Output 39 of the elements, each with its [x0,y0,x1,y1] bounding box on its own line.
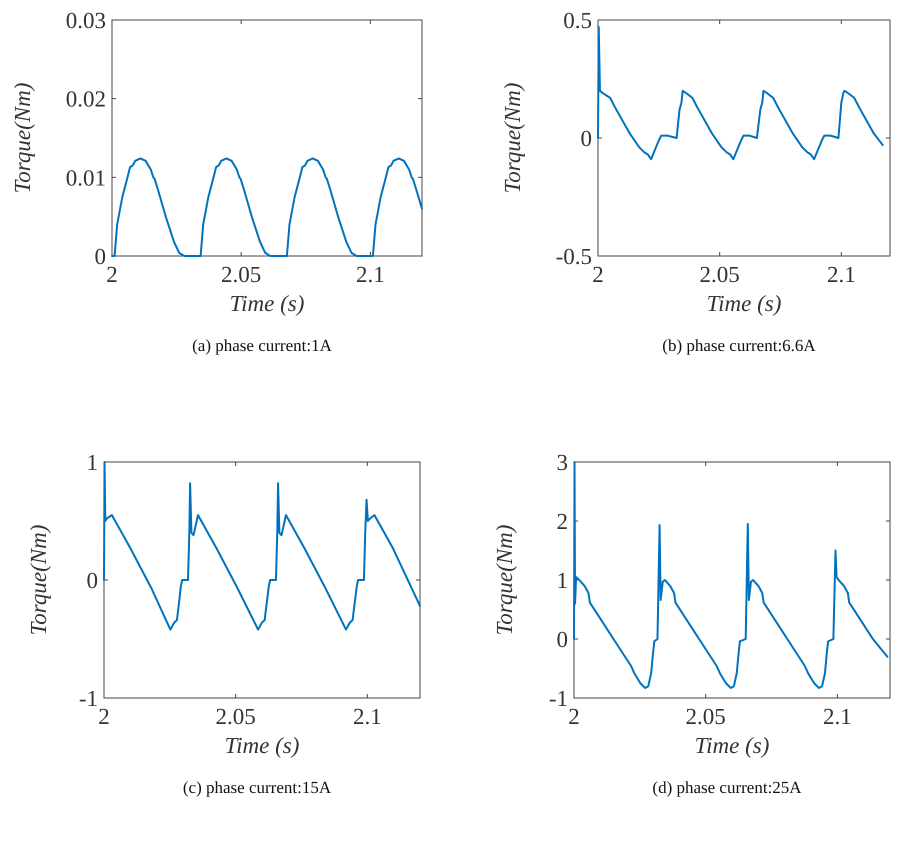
y-tick-label: 1 [556,568,568,594]
y-tick-label: 0.03 [66,8,106,34]
y-tick-label: 0 [556,627,568,652]
y-axis-title: Torque(Nm) [500,82,525,194]
y-tick-label: -1 [548,686,568,712]
line-series [573,461,888,689]
y-axis-title: Torque(Nm) [10,82,35,194]
x-axis-title: Time (s) [230,291,304,316]
line-series [597,26,884,160]
y-tick-label: 2 [556,509,568,534]
x-tick-label: 2.1 [356,262,385,287]
y-axis-title: Torque(Nm) [492,524,517,636]
y-tick-label: 3 [556,450,568,476]
line-series [103,461,421,631]
x-tick-label: 2.05 [221,262,262,287]
y-tick-label: 0.01 [66,165,106,190]
line-series [111,157,423,257]
x-axis-title: Time (s) [706,291,782,316]
x-tick-label: 2.05 [700,262,740,287]
y-tick-label: 0.5 [563,8,592,34]
x-tick-label: 2.05 [686,704,726,729]
y-axis-title: Torque(Nm) [26,524,51,636]
x-tick-label: 2.1 [826,262,856,287]
y-tick-label: 0 [86,568,98,594]
y-tick-label: 0.02 [66,86,106,112]
text: (c) phase current:15A [182,778,332,797]
x-tick-label: 2.1 [822,704,852,729]
x-tick-label: 2.1 [352,704,382,729]
y-tick-label: 0 [94,244,106,270]
y-tick-label: -0.5 [556,244,592,270]
y-tick-label: 0 [580,126,592,152]
y-tick-label: -1 [78,686,98,712]
text: (d) phase current:25A [652,778,802,797]
x-axis-title: Time (s) [224,733,300,758]
y-tick-label: 1 [86,450,98,476]
x-tick-label: 2.05 [216,704,256,729]
x-axis-title: Time (s) [694,733,770,758]
text: (b) phase current:6.6A [662,336,816,355]
text: (a) phase current:1A [192,336,333,355]
